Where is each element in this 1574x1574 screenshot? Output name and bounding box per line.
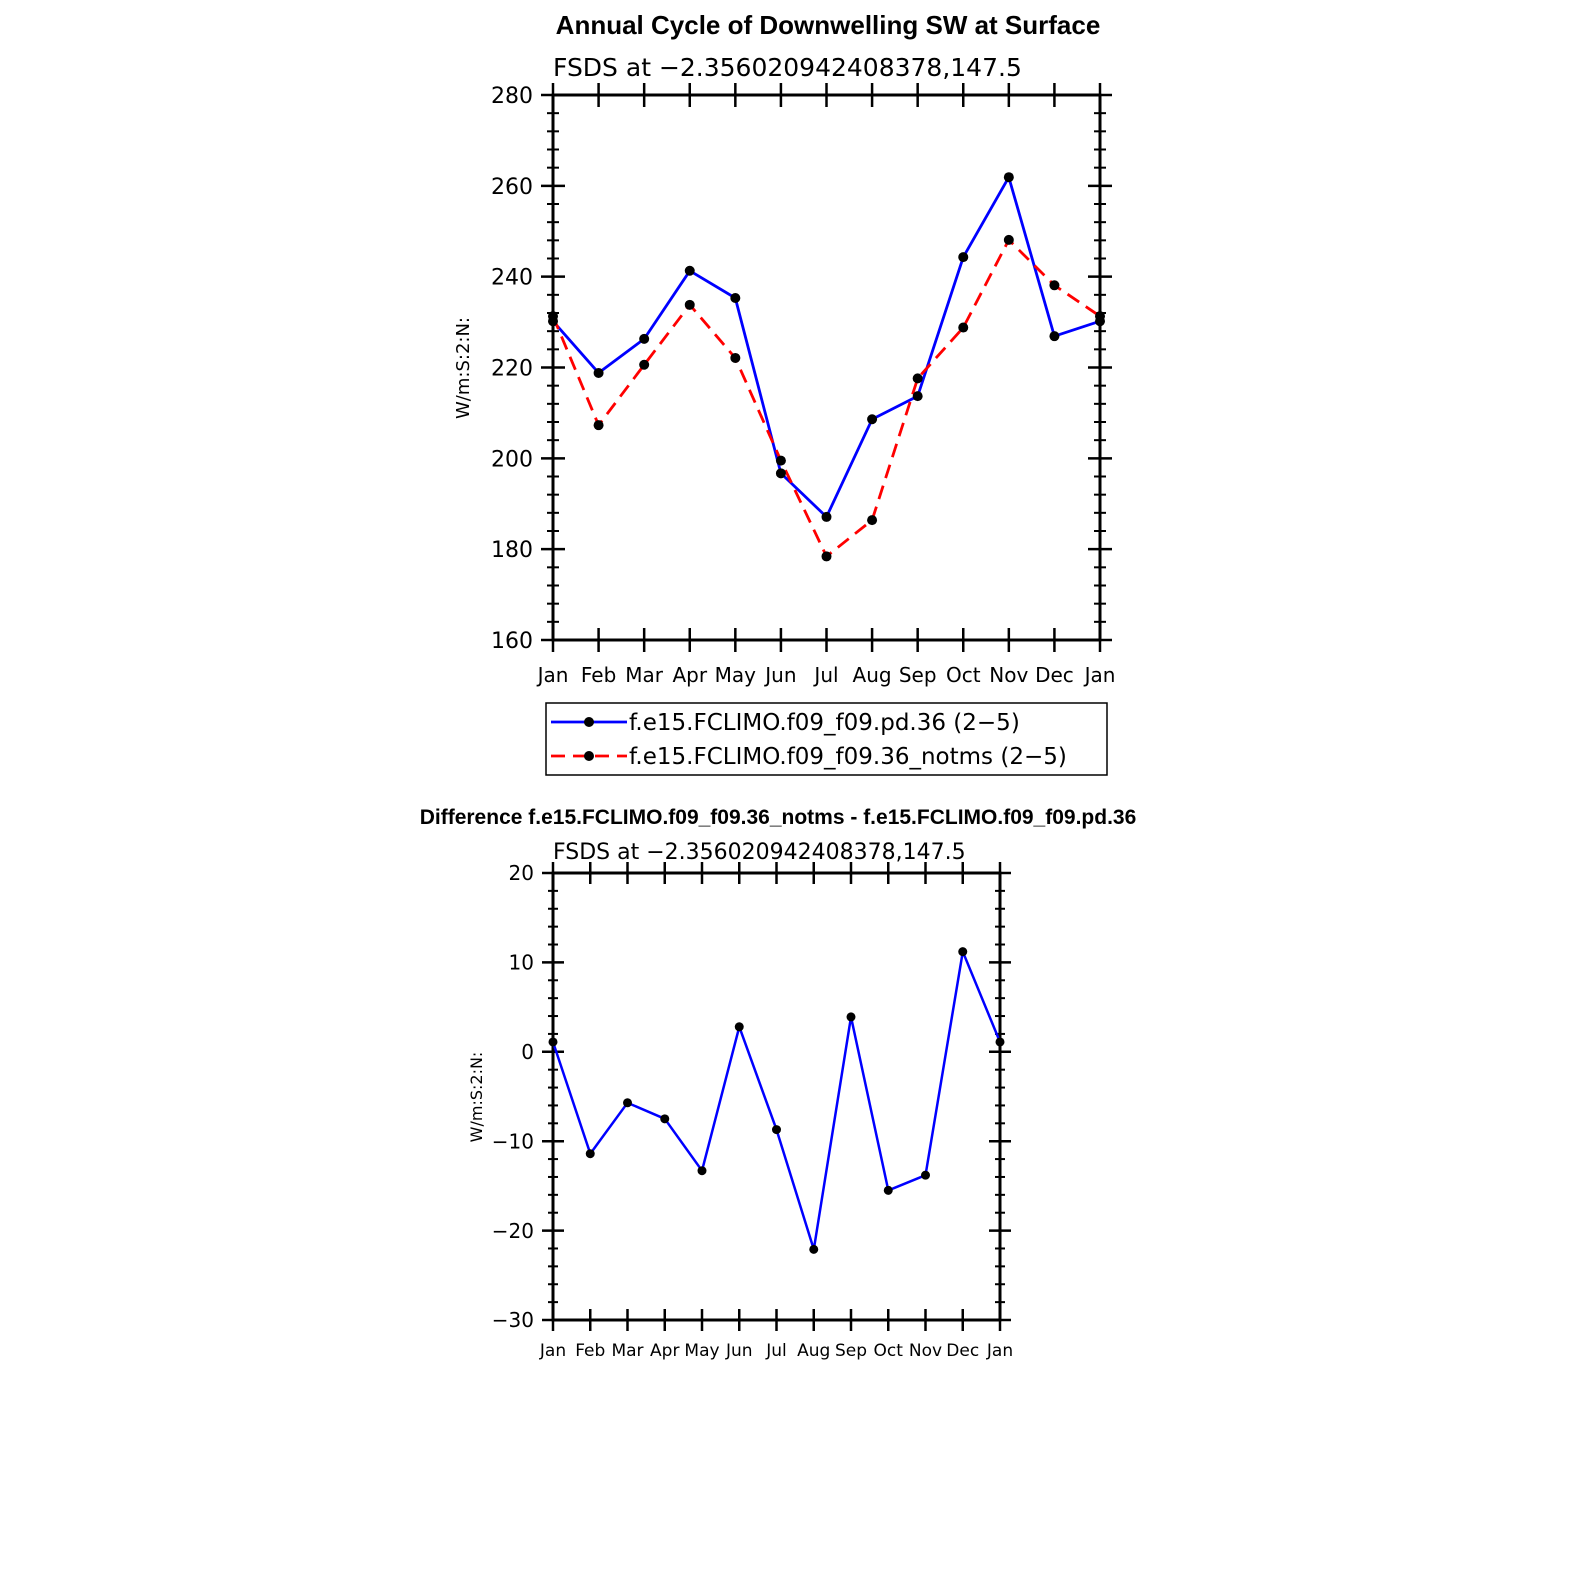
series-0-point (883, 1185, 893, 1195)
y-tick-label: 10 (509, 951, 534, 975)
y-tick-label: −30 (492, 1308, 534, 1332)
series-0-point (639, 333, 650, 344)
x-tick-label: Dec (1035, 663, 1074, 687)
chart-difference: Difference f.e15.FCLIMO.f09_f09.36_notms… (420, 806, 1137, 1361)
series-0-point (821, 511, 832, 522)
series-1-point (958, 322, 969, 333)
series-0-point (623, 1098, 632, 1108)
x-tick-label: Jan (986, 1341, 1013, 1361)
series-1-point (1095, 311, 1105, 322)
y-tick-label: 20 (509, 861, 534, 885)
x-tick-label: Aug (853, 663, 892, 687)
chart1-title: Annual Cycle of Downwelling SW at Surfac… (556, 10, 1101, 40)
series-1-point (912, 373, 923, 384)
series-1-point (1049, 280, 1060, 291)
y-tick-label: 180 (491, 538, 533, 563)
y-tick-label: 160 (491, 629, 533, 654)
series-0-point (593, 367, 604, 378)
x-tick-label: Apr (650, 1341, 679, 1361)
series-1-point (639, 359, 650, 370)
x-tick-label: Jan (539, 1341, 566, 1361)
series-0-point (734, 1022, 744, 1032)
series-0-point (684, 265, 695, 276)
y-tick-label: 260 (491, 175, 533, 200)
series-0-point (585, 1149, 595, 1159)
chart2-y-axis-label: W/m:S:2:N: (467, 1052, 486, 1143)
y-tick-label: 0 (521, 1040, 534, 1064)
plot-frame (551, 871, 1002, 1322)
y-tick-label: 220 (491, 356, 533, 381)
series-0-point (958, 252, 969, 263)
chart1-y-axis-label: W/m:S:2:N: (453, 317, 474, 419)
x-tick-label: May (715, 663, 757, 687)
x-tick-label: Nov (909, 1341, 942, 1361)
series-line-1 (551, 238, 1101, 558)
series-1-point (1003, 234, 1014, 245)
series-0-point (730, 293, 741, 304)
legend-marker-0 (584, 717, 594, 727)
x-tick-label: May (684, 1341, 719, 1361)
series-0-point (772, 1125, 781, 1135)
series-0-point (660, 1114, 670, 1124)
y-tick-label: 280 (491, 84, 533, 109)
series-0-point (921, 1170, 930, 1180)
series-0-point (995, 1037, 1005, 1047)
series-line-0 (551, 175, 1101, 519)
x-tick-label: Mar (611, 1341, 643, 1361)
y-tick-label: −20 (492, 1219, 534, 1243)
x-tick-label: Jun (763, 663, 796, 687)
series-1-point (684, 299, 695, 310)
x-tick-label: Mar (625, 663, 664, 687)
series-0-point (697, 1166, 707, 1176)
chart-annual-cycle: Annual Cycle of Downwelling SW at Surfac… (453, 10, 1115, 776)
legend-label-1: f.e15.FCLIMO.f09_f09.36_notms (2−5) (629, 744, 1067, 770)
x-tick-label: Apr (672, 663, 707, 687)
y-tick-label: −10 (492, 1129, 534, 1153)
x-tick-label: Jul (765, 1341, 787, 1361)
series-0-point (846, 1012, 856, 1022)
series-0-point (867, 414, 878, 425)
chart2-subtitle: FSDS at −2.356020942408378,147.5 (553, 840, 966, 865)
chart1-legend: f.e15.FCLIMO.f09_f09.pd.36 (2−5) f.e15.FC… (545, 702, 1108, 776)
legend-label-0: f.e15.FCLIMO.f09_f09.pd.36 (2−5) (629, 710, 1020, 736)
x-tick-label: Jan (536, 663, 569, 687)
series-1-point (821, 551, 832, 562)
series-0-point (809, 1244, 819, 1254)
series-0-point (1003, 172, 1014, 183)
x-tick-label: Oct (874, 1341, 904, 1361)
x-tick-label: Feb (581, 663, 616, 687)
legend-marker-1 (584, 751, 594, 761)
series-0-point (912, 391, 923, 402)
series-0-point (958, 947, 968, 957)
x-tick-label: Jun (725, 1341, 753, 1361)
series-1-point (867, 515, 878, 526)
x-tick-label: Dec (946, 1341, 979, 1361)
y-tick-label: 240 (491, 266, 533, 291)
legend-box (545, 702, 1108, 776)
chart1-plot-area: 160 180 200 220 240 260 280 Jan Feb Mar Apr May Jun J… (491, 83, 1115, 687)
x-tick-label: Sep (899, 663, 937, 687)
x-tick-label: Sep (835, 1341, 867, 1361)
series-0-point (548, 1037, 558, 1047)
series-1-point (730, 352, 741, 363)
x-tick-label: Oct (946, 663, 981, 687)
x-tick-label: Feb (575, 1341, 605, 1361)
series-0-point (775, 468, 786, 479)
series-1-point (775, 455, 786, 466)
x-tick-label: Aug (797, 1341, 830, 1361)
series-0-point (1049, 331, 1060, 342)
x-tick-label: Nov (989, 663, 1028, 687)
chart1-subtitle: FSDS at −2.356020942408378,147.5 (553, 53, 1022, 82)
chart2-title: Difference f.e15.FCLIMO.f09_f09.36_notms… (420, 806, 1137, 829)
series-line-0 (551, 950, 1002, 1251)
series-1-point (548, 311, 558, 322)
chart2-plot-area: −30 −20 −10 0 10 20 Jan Feb Mar Apr May Jun Jul Aug Se… (492, 861, 1013, 1361)
x-tick-label: Jan (1083, 663, 1116, 687)
x-tick-label: Jul (812, 663, 838, 687)
y-tick-label: 200 (491, 447, 533, 472)
series-1-point (593, 420, 604, 431)
